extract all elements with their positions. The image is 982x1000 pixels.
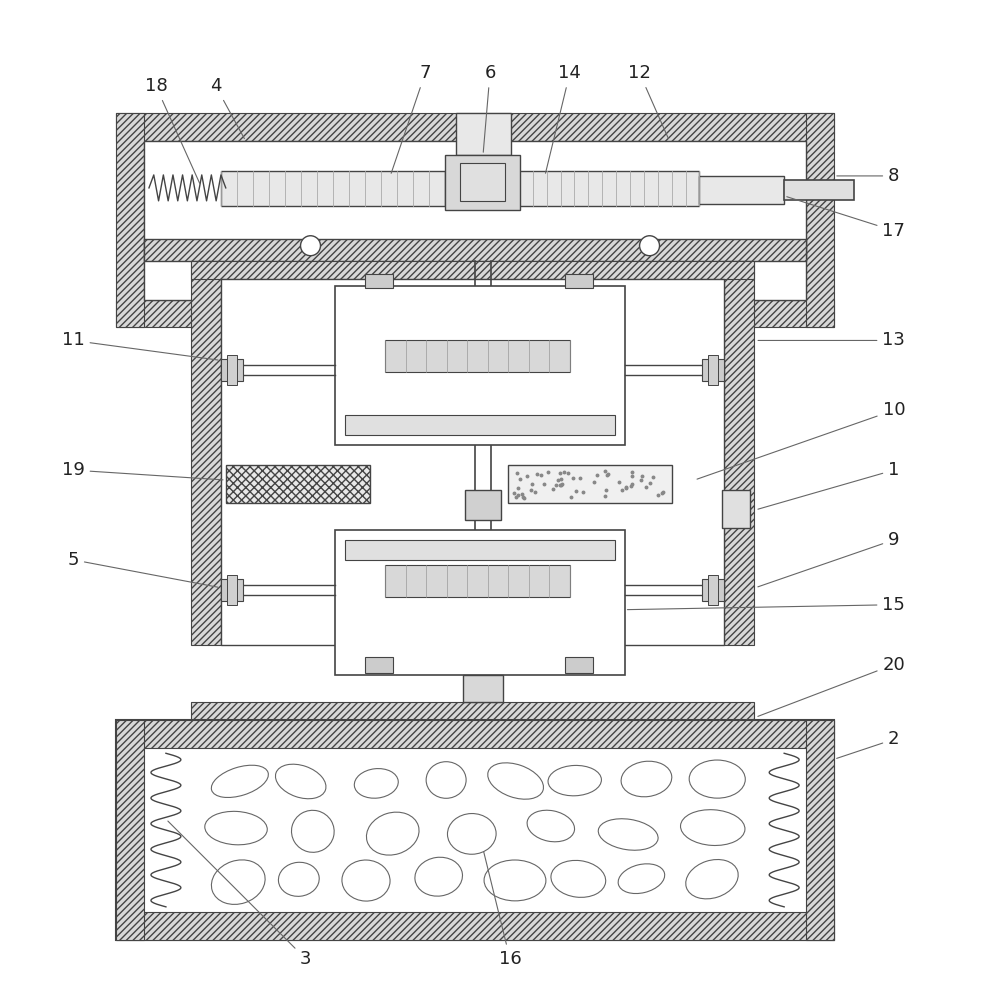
Bar (465, 490, 501, 520)
Text: 3: 3 (168, 821, 311, 968)
Bar (508, 465, 673, 503)
Text: 2: 2 (837, 730, 900, 758)
Bar (785, 180, 854, 200)
Bar (565, 274, 593, 288)
Text: 20: 20 (758, 656, 905, 716)
Bar (116, 113, 144, 327)
Ellipse shape (426, 762, 466, 798)
Bar (116, 720, 144, 940)
Ellipse shape (448, 814, 496, 854)
Bar (191, 702, 754, 720)
Bar (221, 279, 725, 645)
Ellipse shape (598, 819, 658, 850)
Bar (191, 261, 221, 645)
Text: 18: 18 (144, 77, 199, 183)
Text: 1: 1 (758, 461, 900, 509)
Bar (708, 575, 719, 605)
Bar (456, 113, 511, 155)
Bar (227, 575, 237, 605)
Ellipse shape (415, 857, 463, 896)
Text: 14: 14 (546, 64, 581, 173)
Ellipse shape (527, 810, 574, 842)
Ellipse shape (548, 765, 601, 796)
Bar (464, 675, 503, 702)
Bar (336, 530, 625, 675)
Bar (116, 720, 834, 748)
Bar (144, 141, 806, 300)
Ellipse shape (355, 769, 399, 798)
Text: 4: 4 (210, 77, 245, 139)
Text: 17: 17 (787, 197, 905, 240)
Bar (221, 579, 243, 601)
Text: 10: 10 (697, 401, 905, 479)
Text: 11: 11 (62, 331, 218, 360)
Ellipse shape (292, 810, 334, 852)
Bar (116, 113, 834, 141)
Text: 12: 12 (628, 64, 669, 138)
Ellipse shape (689, 760, 745, 798)
Bar (445, 155, 519, 210)
Bar (806, 113, 834, 327)
Bar (346, 540, 615, 560)
Text: 9: 9 (758, 531, 900, 587)
Text: 19: 19 (62, 461, 223, 480)
Ellipse shape (366, 812, 419, 855)
Text: 5: 5 (68, 551, 218, 587)
Bar (365, 274, 393, 288)
Bar (116, 912, 834, 940)
Ellipse shape (279, 862, 319, 896)
Bar (461, 163, 505, 201)
Bar (336, 286, 625, 445)
Bar (226, 465, 370, 503)
Text: 15: 15 (627, 596, 905, 614)
Bar (346, 415, 615, 435)
Ellipse shape (681, 810, 745, 845)
Bar (702, 359, 725, 381)
Bar (565, 657, 593, 673)
Bar (699, 176, 785, 204)
Bar (806, 720, 834, 940)
Bar (144, 239, 806, 261)
Bar (365, 657, 393, 673)
Ellipse shape (276, 764, 326, 799)
Ellipse shape (484, 860, 546, 901)
Bar (725, 261, 754, 645)
Ellipse shape (621, 761, 672, 797)
Circle shape (639, 236, 660, 256)
Bar (116, 300, 834, 327)
Bar (723, 490, 750, 528)
Text: 13: 13 (758, 331, 905, 349)
Ellipse shape (618, 864, 665, 894)
Ellipse shape (488, 763, 543, 799)
Bar (385, 340, 570, 372)
Bar (221, 171, 445, 206)
Bar (191, 261, 754, 279)
Ellipse shape (342, 860, 390, 901)
Text: 16: 16 (484, 852, 521, 968)
Bar (385, 565, 570, 597)
Bar (221, 359, 243, 381)
Ellipse shape (551, 860, 606, 897)
Ellipse shape (685, 860, 738, 899)
Bar (708, 355, 719, 385)
Text: 8: 8 (837, 167, 900, 185)
Circle shape (300, 236, 320, 256)
Text: 7: 7 (391, 64, 431, 173)
Ellipse shape (211, 860, 265, 904)
Bar (227, 355, 237, 385)
Bar (505, 171, 699, 206)
Text: 6: 6 (483, 64, 496, 152)
Ellipse shape (211, 765, 268, 797)
Ellipse shape (205, 811, 267, 845)
Bar (116, 720, 834, 940)
Bar (702, 579, 725, 601)
